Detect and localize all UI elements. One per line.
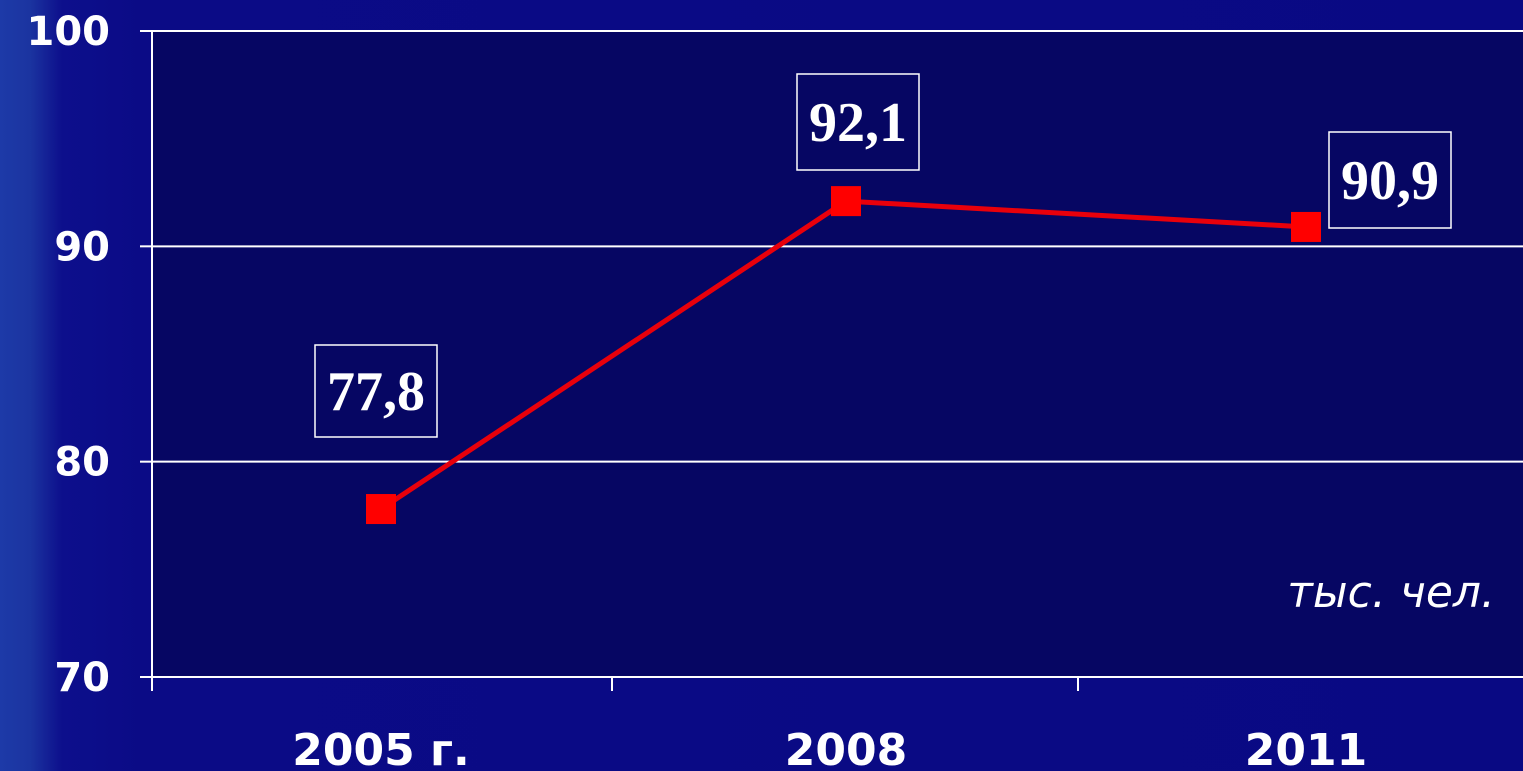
x-tick-label: 2005 г. — [292, 725, 469, 771]
data-label-box — [314, 344, 438, 438]
data-point-marker — [1291, 211, 1321, 242]
series-markers — [366, 186, 1321, 525]
x-axis-tick-labels: 2005 г. 2008 2011 — [292, 725, 1367, 771]
y-tick-label: 70 — [54, 655, 110, 701]
data-labels: 77,8 92,1 90,9 — [314, 73, 1452, 438]
axes — [140, 30, 1523, 691]
y-tick-label: 100 — [27, 9, 111, 55]
x-tick-label: 2008 — [785, 725, 907, 771]
data-label-value: 90,9 — [1341, 150, 1439, 212]
data-label: 92,1 — [796, 73, 920, 171]
data-point-marker — [831, 186, 861, 217]
y-tick-label: 80 — [54, 440, 110, 486]
data-label-box — [796, 73, 920, 171]
y-axis-tick-labels: 70 80 90 100 — [27, 9, 111, 701]
unit-annotation: тыс. чел. — [1287, 567, 1495, 618]
x-tick-label: 2011 — [1245, 725, 1367, 771]
data-label: 90,9 — [1328, 131, 1452, 229]
data-label-value: 77,8 — [327, 361, 425, 423]
grid-lines — [152, 30, 1523, 463]
y-tick-label: 90 — [54, 224, 110, 270]
data-label: 77,8 — [314, 344, 438, 438]
data-label-value: 92,1 — [809, 92, 907, 154]
data-label-box — [1328, 131, 1452, 229]
data-point-marker — [366, 494, 396, 525]
